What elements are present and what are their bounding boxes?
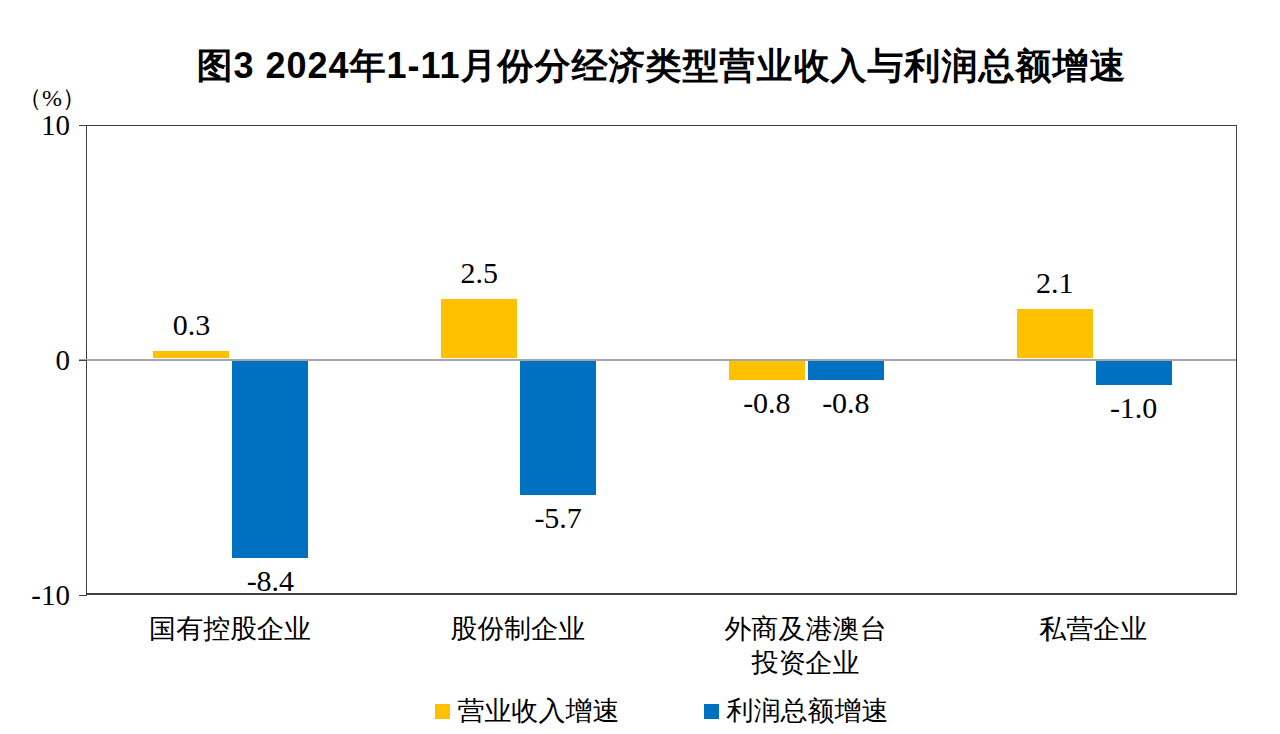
value-label-profit-3: -1.0 [1064,392,1204,424]
value-label-revenue-1: 2.5 [409,257,549,289]
y-axis-tick-mark [79,360,87,361]
x-axis-category-line: 私营企业 [949,612,1237,646]
value-label-revenue-3: 2.1 [985,267,1125,299]
x-axis-category-label: 外商及港澳台投资企业 [662,612,950,680]
bar-profit-3 [1096,361,1172,385]
plot-area: 0.3-8.42.5-5.7-0.8-0.82.1-1.0 [86,125,1237,595]
legend-item-profit: 利润总额增速 [704,693,889,729]
value-label-profit-0: -8.4 [200,565,340,597]
bar-profit-1 [520,361,596,495]
x-axis-category-line: 外商及港澳台 [662,612,950,646]
chart-root: 图3 2024年1-11月份分经济类型营业收入与利润总额增速 （%） 0.3-8… [0,0,1280,734]
x-axis-category-label: 私营企业 [949,612,1237,646]
bar-profit-0 [232,361,308,558]
y-axis-tick-mark [79,125,87,126]
legend-swatch-icon [435,704,450,719]
x-axis-category-label: 国有控股企业 [86,612,374,646]
legend-swatch-icon [704,704,719,719]
y-axis-tick-label: -10 [0,579,70,611]
x-axis-category-line: 国有控股企业 [86,612,374,646]
legend-item-revenue: 营业收入增速 [435,693,620,729]
bar-revenue-1 [441,299,517,358]
x-axis-category-line: 股份制企业 [374,612,662,646]
bar-profit-2 [808,361,884,380]
x-axis-category-label: 股份制企业 [374,612,662,646]
bar-revenue-0 [153,351,229,358]
value-label-profit-1: -5.7 [488,502,628,534]
y-axis-tick-label: 10 [0,109,70,141]
value-label-revenue-0: 0.3 [121,309,261,341]
y-axis-tick-label: 0 [0,344,70,376]
value-label-profit-2: -0.8 [776,387,916,419]
bar-revenue-3 [1017,309,1093,358]
chart-title: 图3 2024年1-11月份分经济类型营业收入与利润总额增速 [86,42,1237,91]
legend-label: 利润总额增速 [727,693,889,729]
legend-label: 营业收入增速 [458,693,620,729]
bar-revenue-2 [729,361,805,380]
x-axis-category-line: 投资企业 [662,646,950,680]
y-axis-tick-mark [79,595,87,596]
legend: 营业收入增速 利润总额增速 [86,692,1237,730]
x-axis-labels: 国有控股企业股份制企业外商及港澳台投资企业私营企业 [86,612,1237,688]
